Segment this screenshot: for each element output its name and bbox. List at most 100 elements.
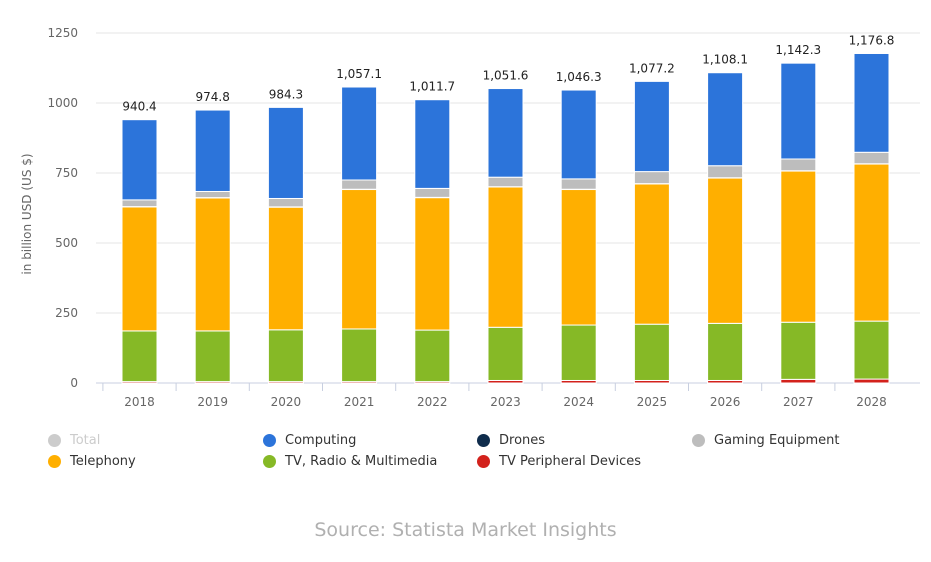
bar-segment-telephony-2021[interactable]: [341, 189, 378, 330]
bar-segment-computing-2022[interactable]: [414, 99, 451, 189]
total-data-label: 940.4: [122, 100, 156, 114]
bar-segment-computing-2019[interactable]: [194, 109, 231, 192]
legend-item-drones[interactable]: Drones: [477, 430, 545, 450]
total-data-label: 1,051.6: [483, 69, 529, 83]
bar-segment-tv-radio-multimedia-2024[interactable]: [560, 324, 597, 381]
x-tick-label: 2024: [563, 395, 594, 409]
bar-segment-telephony-2020[interactable]: [267, 206, 304, 331]
y-axis-ticks: 0 250 500 750 1000 1250: [47, 26, 78, 390]
bar-segment-tv-radio-multimedia-2025[interactable]: [633, 323, 670, 381]
legend-item-tv-peripheral-devices[interactable]: TV Peripheral Devices: [477, 451, 641, 471]
bar-segment-gaming-equipment-2027[interactable]: [780, 158, 817, 172]
y-tick-label: 1250: [47, 26, 78, 40]
legend-dot-icon: [48, 454, 61, 468]
bar-segment-tv-radio-multimedia-2028[interactable]: [853, 320, 890, 380]
x-tick-label: 2018: [124, 395, 155, 409]
bar-segment-tv-radio-multimedia-2020[interactable]: [267, 329, 304, 383]
bar-segment-gaming-equipment-2024[interactable]: [560, 178, 597, 190]
legend-dot-icon: [263, 454, 276, 468]
x-tick-label: 2021: [344, 395, 375, 409]
total-data-label: 1,142.3: [775, 43, 821, 57]
bar-segment-gaming-equipment-2026[interactable]: [707, 165, 744, 179]
y-tick-label: 500: [55, 236, 78, 250]
bar-segment-gaming-equipment-2018[interactable]: [121, 199, 158, 208]
x-tick-label: 2019: [197, 395, 228, 409]
bar-segment-computing-2023[interactable]: [487, 88, 524, 178]
total-labels: 940.4 974.8 984.3 1,057.1 1,011.7 1,051.6 1,04…: [122, 33, 894, 113]
legend-label: TV, Radio & Multimedia: [285, 453, 438, 469]
bar-segment-gaming-equipment-2022[interactable]: [414, 187, 451, 198]
bar-segment-tv-peripheral-devices-2028[interactable]: [853, 378, 890, 384]
x-tick-label: 2026: [710, 395, 741, 409]
legend-item-gaming-equipment[interactable]: Gaming Equipment: [692, 430, 840, 450]
bar-segment-computing-2026[interactable]: [707, 72, 744, 167]
bar-segment-gaming-equipment-2021[interactable]: [341, 179, 378, 190]
bar-segment-computing-2021[interactable]: [341, 86, 378, 181]
bar-segment-computing-2018[interactable]: [121, 119, 158, 201]
legend-label: Telephony: [70, 453, 136, 469]
legend-item-telephony[interactable]: Telephony: [48, 451, 136, 471]
legend-label: Drones: [499, 432, 546, 448]
bar-segment-computing-2020[interactable]: [267, 106, 304, 199]
bar-segment-computing-2028[interactable]: [853, 52, 890, 153]
x-tick-label: 2025: [637, 395, 668, 409]
bar-segment-telephony-2024[interactable]: [560, 189, 597, 326]
total-data-label: 1,176.8: [849, 33, 895, 47]
total-data-label: 1,011.7: [409, 80, 455, 94]
legend-item-computing[interactable]: Computing: [263, 430, 356, 450]
legend-item-tv-radio-multimedia[interactable]: TV, Radio & Multimedia: [263, 451, 437, 471]
bar-segment-tv-radio-multimedia-2027[interactable]: [780, 321, 817, 380]
bar-segment-gaming-equipment-2023[interactable]: [487, 176, 524, 188]
bar-segment-gaming-equipment-2028[interactable]: [853, 151, 890, 165]
bar-segment-computing-2024[interactable]: [560, 89, 597, 180]
source-note: Source: Statista Market Insights: [314, 519, 617, 541]
bar-segment-gaming-equipment-2020[interactable]: [267, 197, 304, 208]
y-tick-label: 250: [55, 306, 78, 320]
legend: Total Computing Drones Gaming Equipment …: [48, 430, 908, 474]
bar-segment-tv-radio-multimedia-2021[interactable]: [341, 328, 378, 383]
legend-label: Gaming Equipment: [714, 432, 840, 448]
y-tick-label: 750: [55, 166, 78, 180]
bar-segment-tv-radio-multimedia-2023[interactable]: [487, 326, 524, 381]
legend-label: TV Peripheral Devices: [499, 453, 642, 469]
legend-dot-icon: [477, 454, 490, 468]
bar-segment-computing-2027[interactable]: [780, 62, 817, 160]
bar-segment-tv-radio-multimedia-2026[interactable]: [707, 322, 744, 381]
x-tick-label: 2028: [856, 395, 887, 409]
bar-segment-tv-peripheral-devices-2027[interactable]: [780, 378, 817, 384]
legend-dot-icon: [477, 433, 490, 447]
bar-segment-telephony-2026[interactable]: [707, 177, 744, 324]
bar-segment-tv-radio-multimedia-2019[interactable]: [194, 330, 231, 383]
bar-segment-telephony-2028[interactable]: [853, 163, 890, 322]
total-data-label: 1,077.2: [629, 61, 675, 75]
total-data-label: 974.8: [196, 90, 230, 104]
x-tick-label: 2023: [490, 395, 521, 409]
bar-segment-gaming-equipment-2025[interactable]: [633, 171, 670, 185]
bar-segment-telephony-2023[interactable]: [487, 186, 524, 328]
y-axis-label: in billion USD (US $): [20, 153, 34, 274]
bar-segment-tv-radio-multimedia-2018[interactable]: [121, 330, 158, 383]
legend-label: Total: [70, 432, 101, 448]
bar-segment-telephony-2022[interactable]: [414, 197, 451, 331]
total-data-label: 1,108.1: [702, 53, 748, 67]
legend-item-total[interactable]: Total: [48, 430, 100, 450]
total-data-label: 1,057.1: [336, 67, 382, 81]
bar-segment-telephony-2018[interactable]: [121, 206, 158, 332]
y-tick-label: 1000: [47, 96, 78, 110]
bar-segment-telephony-2019[interactable]: [194, 197, 231, 332]
legend-dot-icon: [48, 433, 61, 447]
bars: [121, 52, 890, 384]
x-axis-ticks: 2018 2019 2020 2021 2022 2023 2024 2025 2026 2027…: [102, 383, 887, 409]
bar-segment-computing-2025[interactable]: [633, 80, 670, 173]
legend-dot-icon: [692, 433, 705, 447]
legend-dot-icon: [263, 433, 276, 447]
legend-label: Computing: [285, 432, 357, 448]
total-data-label: 984.3: [269, 87, 303, 101]
bar-segment-telephony-2027[interactable]: [780, 170, 817, 323]
total-data-label: 1,046.3: [556, 70, 602, 84]
bar-segment-gaming-equipment-2019[interactable]: [194, 190, 231, 199]
bar-segment-tv-radio-multimedia-2022[interactable]: [414, 329, 451, 383]
x-tick-label: 2027: [783, 395, 814, 409]
bar-segment-telephony-2025[interactable]: [633, 183, 670, 325]
